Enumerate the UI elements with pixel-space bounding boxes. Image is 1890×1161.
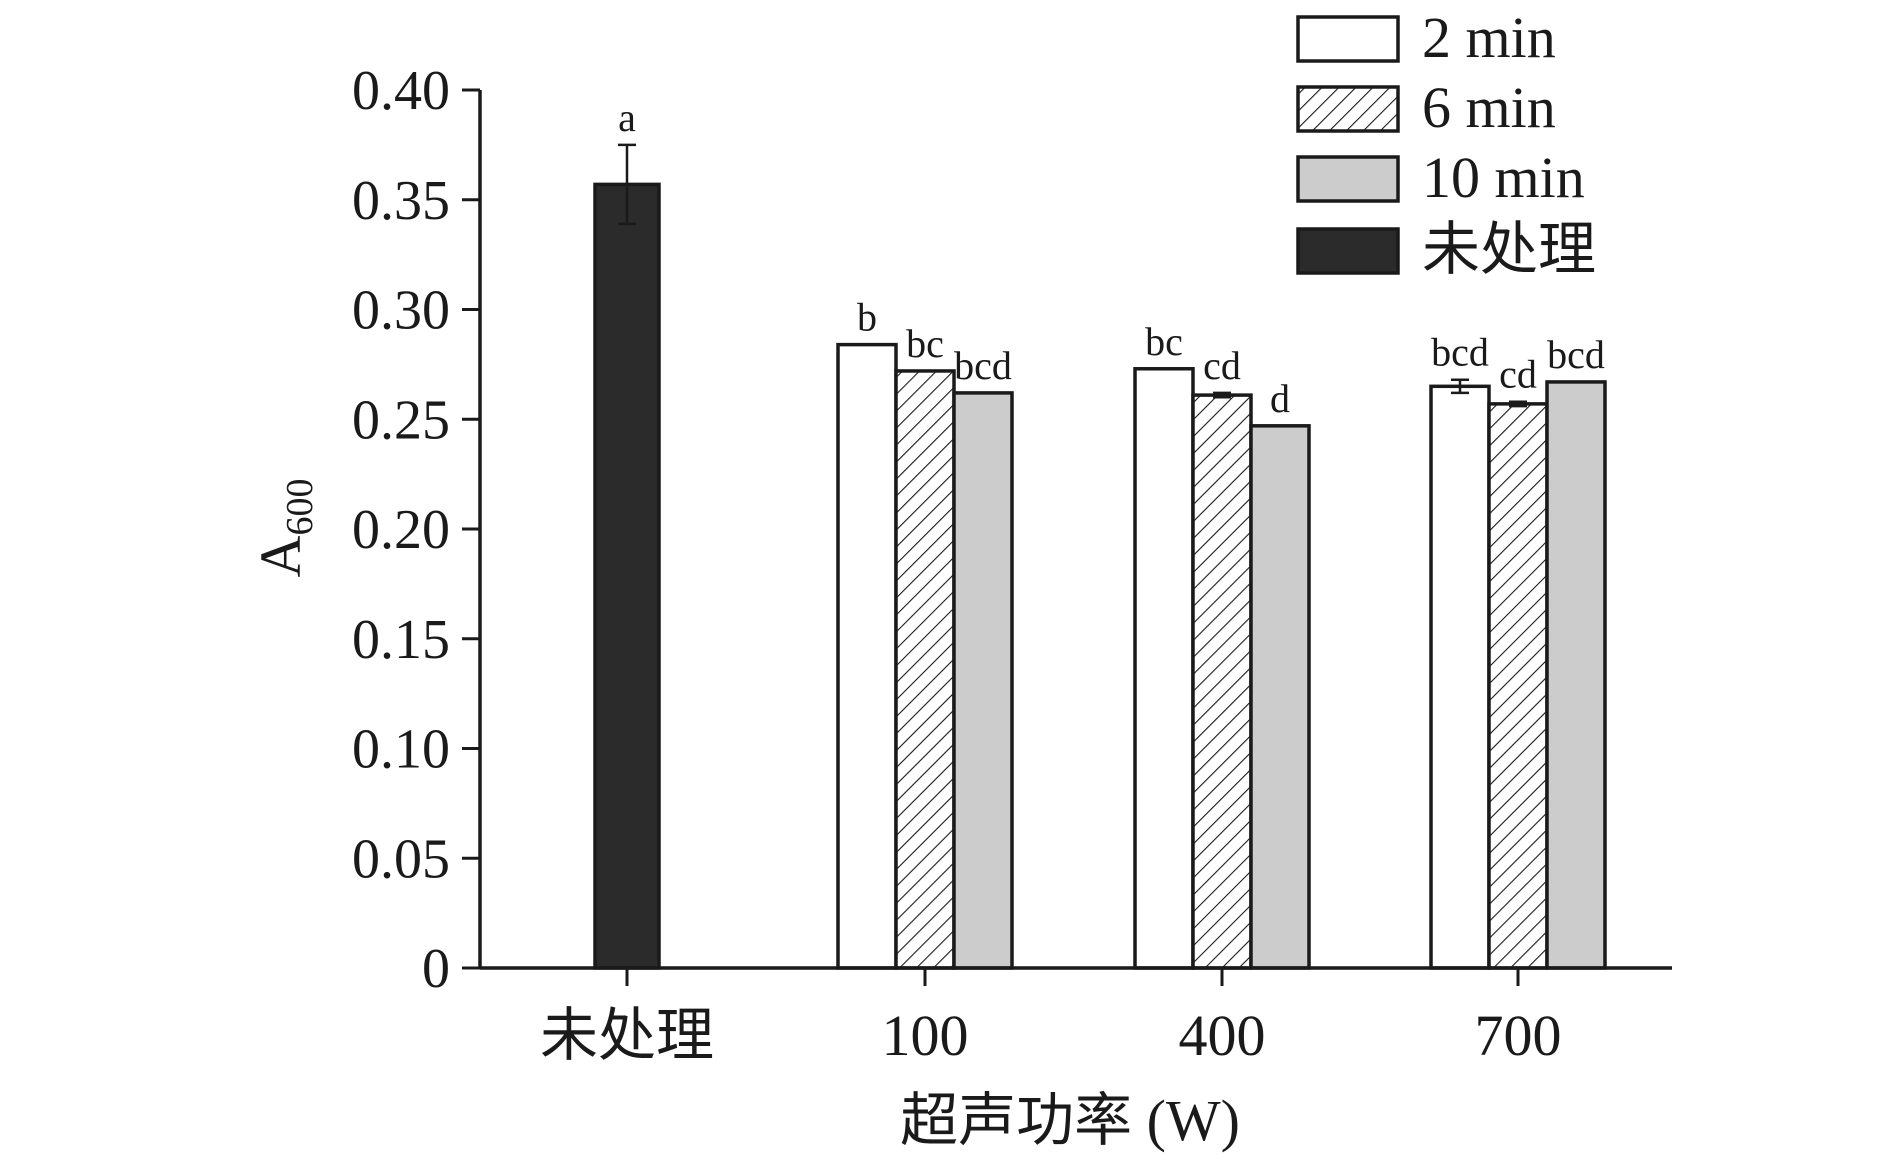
y-tick-label: 0.15 [352, 609, 450, 671]
significance-label: a [618, 95, 636, 140]
legend-swatch-10min [1296, 155, 1400, 203]
bar-2min-100 [836, 342, 898, 970]
significance-label: bcd [954, 343, 1012, 388]
significance-label: bcd [1431, 330, 1489, 375]
bar-10min-700 [1545, 380, 1607, 970]
y-axis-title: A600 [248, 479, 321, 578]
bar-10min-400 [1249, 424, 1311, 970]
bar-10min-100 [952, 391, 1014, 970]
bar-2min-700 [1429, 384, 1491, 970]
significance-label: bc [906, 321, 944, 366]
x-tick-label: 700 [1475, 1003, 1562, 1068]
svg-text:A600: A600 [248, 479, 321, 578]
x-tick-label: 未处理 [540, 1003, 714, 1068]
x-axis-title: 超声功率 (W) [900, 1088, 1240, 1153]
bar-2min-400 [1133, 367, 1195, 970]
y-tick-label: 0 [422, 938, 450, 1000]
legend-label: 2 min [1422, 5, 1556, 70]
y-axis-title-sub: 600 [279, 479, 321, 536]
y-tick-label: 0.35 [352, 170, 450, 232]
significance-label: cd [1499, 352, 1537, 397]
y-tick-label: 0.05 [352, 828, 450, 890]
bar-6min-700 [1487, 402, 1549, 970]
bars-layer [593, 143, 1607, 970]
x-tick-label: 400 [1179, 1003, 1266, 1068]
legend-swatch-6min [1296, 85, 1400, 133]
y-tick-label: 0.10 [352, 719, 450, 781]
bar-未处理-未处理 [593, 182, 661, 970]
bar-6min-100 [894, 369, 956, 970]
legend-label: 6 min [1422, 75, 1556, 140]
y-tick-label: 0.25 [352, 389, 450, 451]
y-tick-label: 0.30 [352, 280, 450, 342]
x-tick-label: 100 [882, 1003, 969, 1068]
legend-swatch-2min [1296, 15, 1400, 63]
bar-6min-400 [1191, 393, 1253, 970]
legend-label: 10 min [1422, 145, 1585, 210]
significance-label: d [1270, 376, 1290, 421]
y-tick-label: 0.40 [352, 60, 450, 122]
legend-swatch-未处理 [1296, 227, 1400, 275]
significance-label: cd [1203, 343, 1241, 388]
significance-label: b [857, 295, 877, 340]
significance-label: bcd [1547, 332, 1605, 377]
significance-label: bc [1145, 319, 1183, 364]
y-tick-label: 0.20 [352, 499, 450, 561]
axes-layer: 0 0.05 0.10 0.15 0.20 0.25 0.30 0.35 0.40 未处理 100 4… [352, 60, 1672, 1068]
legend-label: 未处理 [1422, 217, 1596, 282]
y-axis-title-main: A [248, 535, 313, 577]
